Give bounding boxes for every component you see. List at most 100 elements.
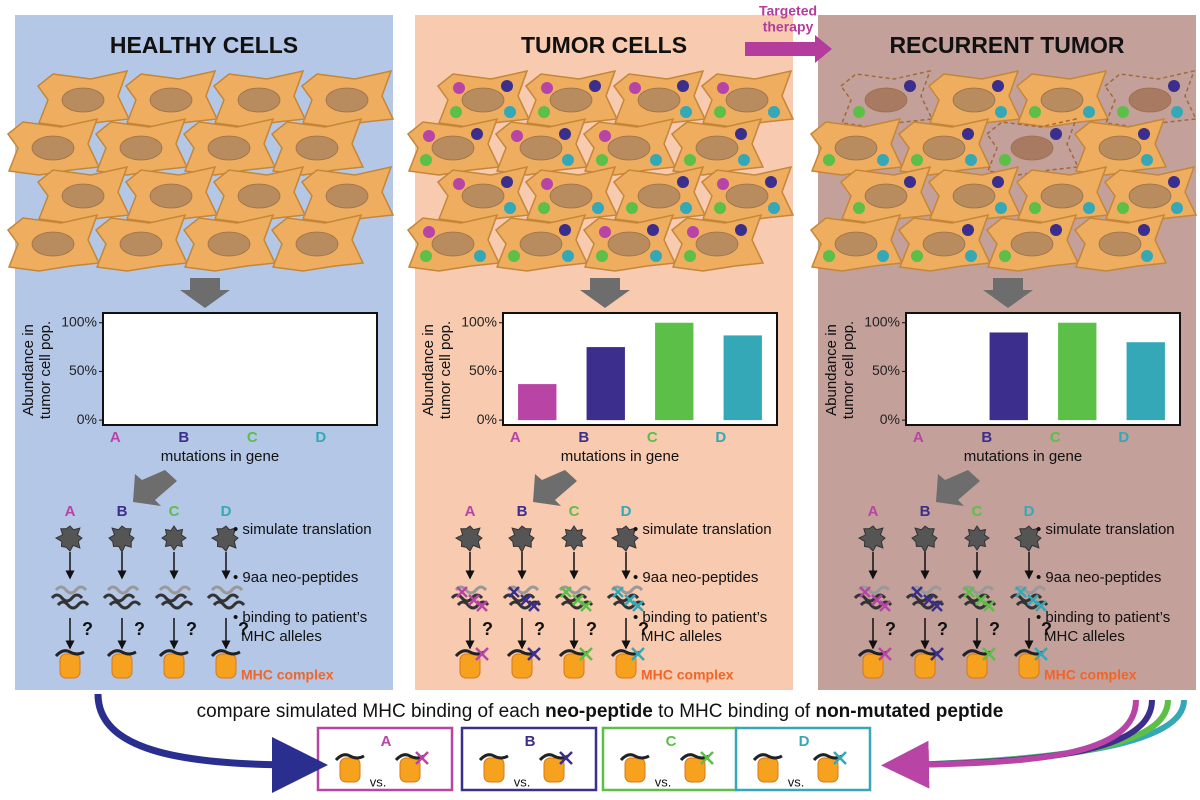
x-tick-label: C xyxy=(647,429,658,446)
protein-icon xyxy=(1013,525,1042,552)
peptide xyxy=(206,593,240,603)
peptide xyxy=(212,600,246,610)
flow-arrow xyxy=(936,470,980,506)
protein-icon xyxy=(210,525,239,552)
mutation-dot xyxy=(680,202,692,214)
y-axis-label: tumor cell pop. xyxy=(840,321,857,419)
mutation-cross xyxy=(878,647,892,661)
mutation-dot xyxy=(589,80,601,92)
x-tick-label: D xyxy=(1118,429,1129,446)
mhc-peptide xyxy=(106,649,137,658)
mutation-cross xyxy=(508,586,520,598)
mutation-dot xyxy=(629,82,641,94)
step-label: • binding to patient’s xyxy=(233,609,367,626)
mutation-cross xyxy=(963,586,975,598)
nucleus xyxy=(725,183,769,209)
flow-arrow xyxy=(580,278,630,308)
mutation-cross xyxy=(572,594,584,606)
peptide xyxy=(911,600,945,610)
question-mark: ? xyxy=(134,619,145,639)
question-mark: ? xyxy=(638,619,649,639)
mutation-cross xyxy=(520,594,532,606)
mhc-peptide xyxy=(210,649,241,658)
mutation-dot xyxy=(453,82,465,94)
mutation-dot xyxy=(596,250,608,262)
nucleus xyxy=(31,231,75,257)
mutation-cross xyxy=(930,647,944,661)
nucleus xyxy=(119,231,163,257)
mutation-dot xyxy=(768,202,780,214)
mutation-cross xyxy=(560,586,572,598)
panel: RECURRENT TUMOR 0% 50% 100% Abundance in tumo… xyxy=(809,15,1198,690)
mutation-cross xyxy=(580,600,592,612)
mutation-dot xyxy=(877,250,889,262)
protein-label: A xyxy=(868,503,879,520)
peptide xyxy=(456,600,490,610)
protein-icon xyxy=(911,525,938,554)
mutation-cross xyxy=(931,600,943,612)
protein-icon xyxy=(108,525,135,554)
step-label: • binding to patient’s xyxy=(633,609,767,626)
y-tick-label: 50% xyxy=(469,362,497,378)
protein-icon xyxy=(857,525,886,552)
nucleus xyxy=(607,231,651,257)
mutation-dot xyxy=(1171,106,1183,118)
nucleus xyxy=(295,135,339,161)
question-mark: ? xyxy=(82,619,93,639)
mutation-dot xyxy=(680,106,692,118)
nucleus xyxy=(431,231,475,257)
y-tick-label: 50% xyxy=(872,362,900,378)
flow-arrow xyxy=(180,278,230,308)
step-label: MHC alleles xyxy=(241,628,322,645)
mhc-peptide xyxy=(54,649,85,658)
peptide xyxy=(606,593,640,603)
bar xyxy=(1058,322,1097,421)
vs-label: vs. xyxy=(655,774,672,789)
protein-icon xyxy=(454,525,483,552)
mutation-dot xyxy=(538,202,550,214)
bar xyxy=(518,384,557,421)
protein-label: C xyxy=(972,503,983,520)
bar xyxy=(586,347,625,421)
mutation-dot xyxy=(714,106,726,118)
mutation-dot xyxy=(559,224,571,236)
y-tick-label: 0% xyxy=(880,411,900,427)
mutation-dot xyxy=(420,154,432,166)
peptide xyxy=(102,593,136,603)
x-tick-label: A xyxy=(913,429,924,446)
mutation-dot xyxy=(999,154,1011,166)
flow-arrow xyxy=(533,470,577,506)
mutation-dot xyxy=(1168,80,1180,92)
mhc-icon xyxy=(59,653,81,679)
mhc-icon xyxy=(862,653,884,679)
mutation-cross xyxy=(1027,594,1039,606)
mhc-peptide xyxy=(334,753,365,762)
question-mark: ? xyxy=(586,619,597,639)
question-mark: ? xyxy=(482,619,493,639)
mhc-peptide xyxy=(158,649,189,658)
mutation-cross xyxy=(579,647,593,661)
mutation-dot xyxy=(626,202,638,214)
protein-label: C xyxy=(169,503,180,520)
mutation-dot xyxy=(765,176,777,188)
peptide xyxy=(160,600,194,610)
bar xyxy=(1126,342,1165,421)
mutation-cross xyxy=(559,751,573,765)
nucleus xyxy=(1098,135,1142,161)
mutation-cross xyxy=(527,647,541,661)
nucleus xyxy=(549,87,593,113)
y-axis-label: tumor cell pop. xyxy=(37,321,54,419)
panel-title: TUMOR CELLS xyxy=(521,32,687,58)
peptide xyxy=(957,593,991,603)
mutation-dot xyxy=(904,176,916,188)
x-tick-label: D xyxy=(715,429,726,446)
mutation-dot xyxy=(995,106,1007,118)
mutation-dot xyxy=(647,224,659,236)
vs-label: vs. xyxy=(514,774,531,789)
peptide xyxy=(610,585,644,595)
peptide xyxy=(1015,600,1049,610)
mutation-cross xyxy=(415,751,429,765)
peptide xyxy=(210,585,244,595)
peptide xyxy=(961,585,995,595)
peptide xyxy=(508,600,542,610)
